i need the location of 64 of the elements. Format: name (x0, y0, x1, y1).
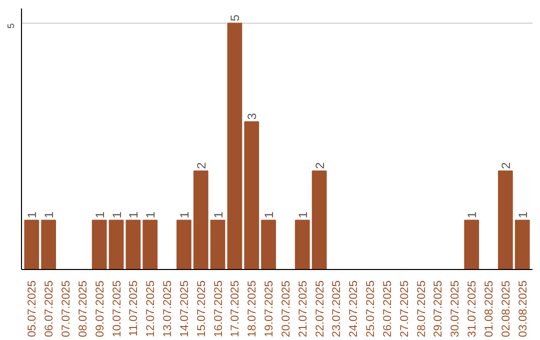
bar (210, 220, 226, 270)
bar (514, 220, 530, 270)
x-tick-label: 22.07.2025 (314, 280, 326, 338)
data-label: 1 (126, 211, 141, 218)
x-tick-label: 19.07.2025 (264, 280, 276, 338)
data-label: 1 (516, 211, 530, 218)
x-tick-label: 14.07.2025 (178, 280, 191, 338)
data-label: 1 (144, 211, 158, 218)
x-tick-label: 01.08.2025 (484, 280, 496, 338)
bar (294, 220, 310, 270)
x-tick-label: 02.08.2025 (500, 280, 512, 338)
x-tick-label: 15.07.2025 (196, 280, 208, 338)
x-tick-label: 05.07.2025 (26, 280, 39, 338)
bar (24, 220, 40, 270)
x-tick-label: 24.07.2025 (348, 280, 360, 338)
data-label: 1 (25, 211, 40, 218)
x-tick-label: 23.07.2025 (331, 280, 344, 338)
data-label: 1 (92, 211, 107, 218)
bar (244, 121, 260, 270)
bar (261, 220, 276, 270)
x-tick-label: 28.07.2025 (416, 280, 428, 338)
data-label: 2 (194, 162, 208, 170)
bar (41, 220, 56, 270)
x-tick-label: 06.07.2025 (44, 280, 56, 338)
x-tick-label: 26.07.2025 (382, 280, 394, 338)
x-tick-label: 18.07.2025 (246, 280, 259, 338)
x-tick-label: 12.07.2025 (145, 280, 158, 338)
x-tick-label: 08.07.2025 (77, 280, 90, 338)
x-tick-label: 21.07.2025 (297, 280, 310, 338)
bar (142, 220, 158, 270)
data-label: 1 (177, 211, 192, 218)
x-tick-label: 30.07.2025 (450, 280, 462, 338)
bar (108, 220, 124, 270)
x-tick-label: 09.07.2025 (94, 280, 106, 338)
bar (193, 170, 208, 270)
bar (498, 170, 513, 270)
bar (464, 220, 480, 270)
x-tick-label: 20.07.2025 (280, 280, 292, 338)
data-label: 3 (245, 112, 260, 120)
data-label: 1 (465, 211, 480, 218)
x-tick-label: 17.07.2025 (230, 280, 242, 338)
data-label: 1 (42, 211, 56, 218)
data-label: 1 (262, 211, 276, 218)
x-tick-label: 13.07.2025 (162, 280, 174, 338)
x-tick-label: 03.08.2025 (517, 280, 530, 338)
data-label: 1 (110, 211, 124, 218)
data-label: 1 (211, 211, 226, 218)
x-tick-label: 31.07.2025 (466, 280, 479, 338)
data-label: 2 (312, 162, 327, 170)
x-tick-label: 25.07.2025 (365, 280, 378, 338)
data-label: 2 (498, 162, 513, 170)
x-tick-label: 27.07.2025 (398, 280, 411, 338)
bar (312, 170, 327, 270)
bar (92, 220, 107, 270)
bar (126, 220, 141, 270)
data-label: 5 (228, 14, 242, 22)
x-tick-label: 29.07.2025 (432, 280, 445, 338)
data-label: 1 (296, 211, 310, 218)
bar (227, 22, 242, 270)
x-tick-label: 11.07.2025 (128, 280, 140, 336)
x-tick-label: 10.07.2025 (111, 280, 124, 338)
x-tick-label: 16.07.2025 (212, 280, 225, 338)
x-tick-label: 07.07.2025 (60, 280, 72, 338)
bar (176, 220, 192, 270)
